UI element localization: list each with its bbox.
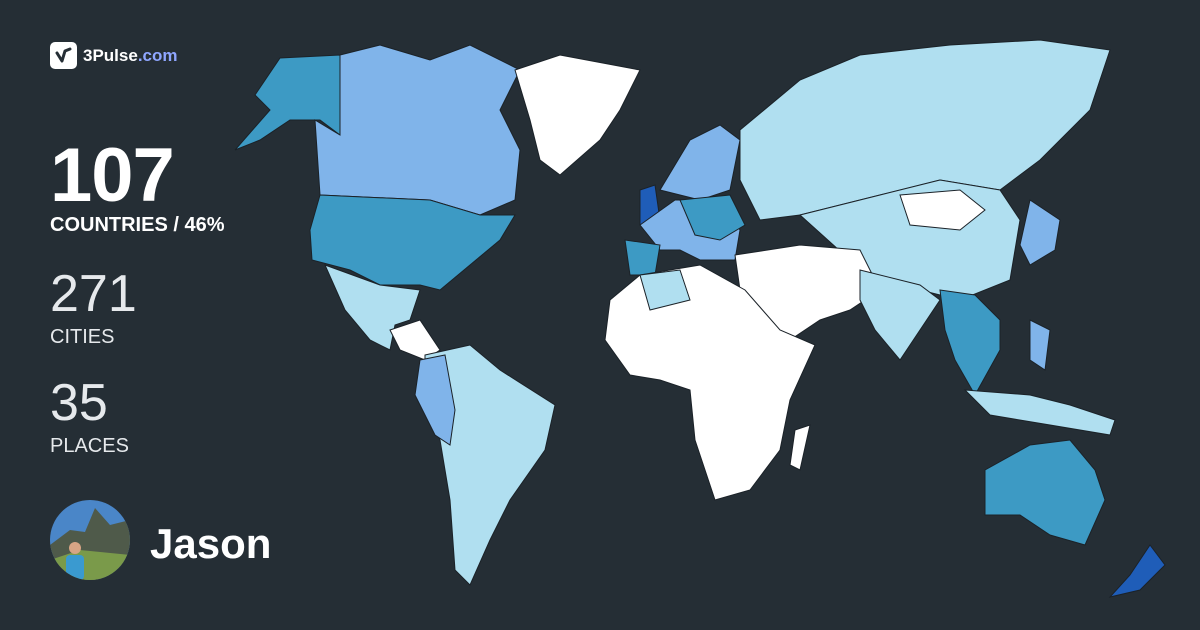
- region-greenland[interactable]: [514, 54, 641, 176]
- region-central-europe[interactable]: [679, 194, 746, 241]
- countries-stat: 107 COUNTRIES / 46%: [50, 138, 224, 237]
- avatar[interactable]: [50, 500, 130, 580]
- region-australia[interactable]: [984, 439, 1106, 546]
- region-peru[interactable]: [414, 354, 456, 446]
- region-se-asia[interactable]: [939, 289, 1001, 397]
- brand-name: 3Pulse.com: [83, 45, 178, 65]
- region-india[interactable]: [859, 269, 941, 361]
- user-name: Jason: [150, 520, 272, 567]
- places-label: PLACES: [50, 435, 129, 457]
- region-africa[interactable]: [604, 264, 816, 501]
- region-south-america[interactable]: [424, 344, 556, 586]
- cities-count: 271: [50, 265, 137, 323]
- region-mongolia[interactable]: [899, 189, 986, 231]
- countries-count: 107: [50, 133, 175, 218]
- region-mexico[interactable]: [324, 264, 421, 351]
- countries-label: COUNTRIES / 46%: [50, 214, 225, 236]
- region-canada[interactable]: [314, 44, 521, 216]
- places-stat: 35 PLACES: [50, 377, 129, 458]
- region-usa[interactable]: [309, 194, 516, 291]
- region-indonesia[interactable]: [963, 389, 1116, 436]
- region-iberia[interactable]: [624, 239, 661, 276]
- region-north-africa-visited[interactable]: [639, 269, 691, 311]
- places-count: 35: [50, 374, 108, 432]
- profile-photo: [50, 500, 130, 580]
- region-alaska[interactable]: [234, 54, 341, 151]
- region-madagascar[interactable]: [789, 424, 811, 471]
- region-new-zealand[interactable]: [1108, 544, 1166, 598]
- region-philippines[interactable]: [1029, 319, 1051, 371]
- check-pulse-icon: [50, 42, 77, 69]
- brand-logo[interactable]: 3Pulse.com: [50, 42, 178, 69]
- region-russia[interactable]: [739, 39, 1111, 221]
- region-scandinavia[interactable]: [659, 124, 741, 201]
- region-japan[interactable]: [1019, 199, 1061, 266]
- cities-stat: 271 CITIES: [50, 268, 137, 349]
- cities-label: CITIES: [50, 326, 115, 348]
